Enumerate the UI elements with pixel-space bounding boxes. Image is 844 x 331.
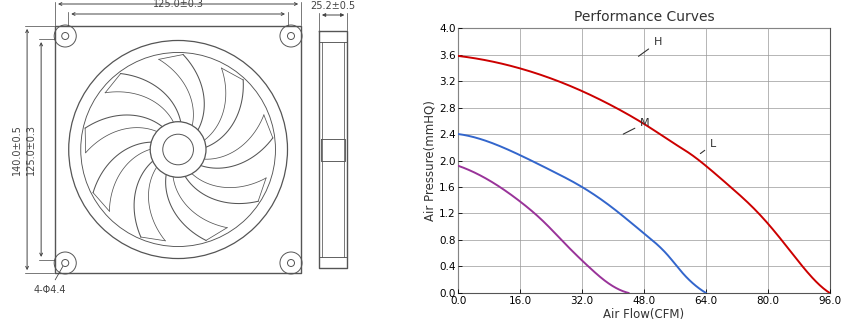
- Text: L: L: [701, 139, 716, 154]
- Text: 140.0±0.5: 140.0±0.5: [12, 124, 22, 175]
- Text: 25.2±0.5: 25.2±0.5: [311, 1, 355, 11]
- Text: 4-Φ4.4: 4-Φ4.4: [33, 266, 66, 295]
- Text: 125.0±0.3: 125.0±0.3: [26, 124, 36, 175]
- X-axis label: Air Flow(CFM): Air Flow(CFM): [603, 308, 684, 321]
- Text: 125.0±0.3: 125.0±0.3: [153, 0, 203, 9]
- Y-axis label: Air Pressure(mmHQ): Air Pressure(mmHQ): [423, 100, 436, 221]
- Text: M: M: [623, 118, 650, 134]
- Title: Performance Curves: Performance Curves: [574, 10, 714, 24]
- Text: H: H: [639, 37, 662, 56]
